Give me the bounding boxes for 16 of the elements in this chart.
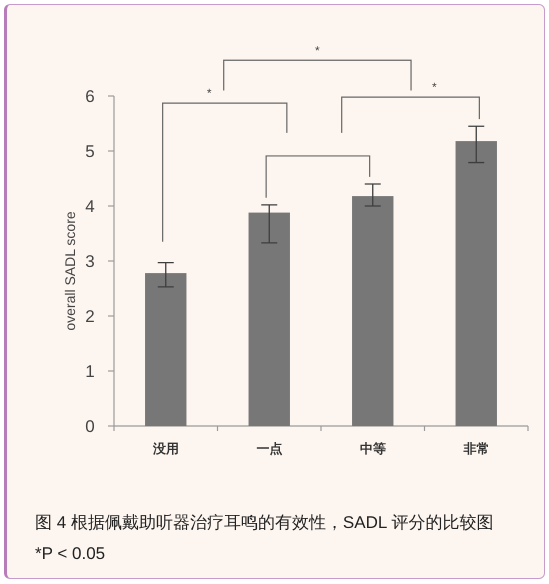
x-tick-label: 一点: [256, 441, 282, 456]
x-tick-label: 中等: [360, 441, 386, 456]
annotation: *: [206, 86, 212, 100]
text: *: [315, 43, 320, 58]
x-tick-label: 非常: [462, 441, 490, 456]
y-tick-label: 3: [85, 252, 95, 271]
caption: 图 4 根据佩戴助听器治疗耳鸣的有效性，SADL 评分的比较图 *P < 0.05: [35, 512, 494, 565]
y-tick-label: 6: [85, 87, 95, 106]
y-tick-label: 2: [85, 307, 95, 326]
y-tick-label: 4: [85, 197, 95, 216]
x-tick-label: 没用: [152, 441, 179, 456]
text: *: [432, 80, 437, 94]
y-axis-title: overall SADL score: [62, 211, 78, 331]
y-tick-label: 5: [85, 142, 95, 161]
y-tick-label: 0: [85, 417, 95, 436]
y-tick-label: 1: [85, 362, 95, 381]
